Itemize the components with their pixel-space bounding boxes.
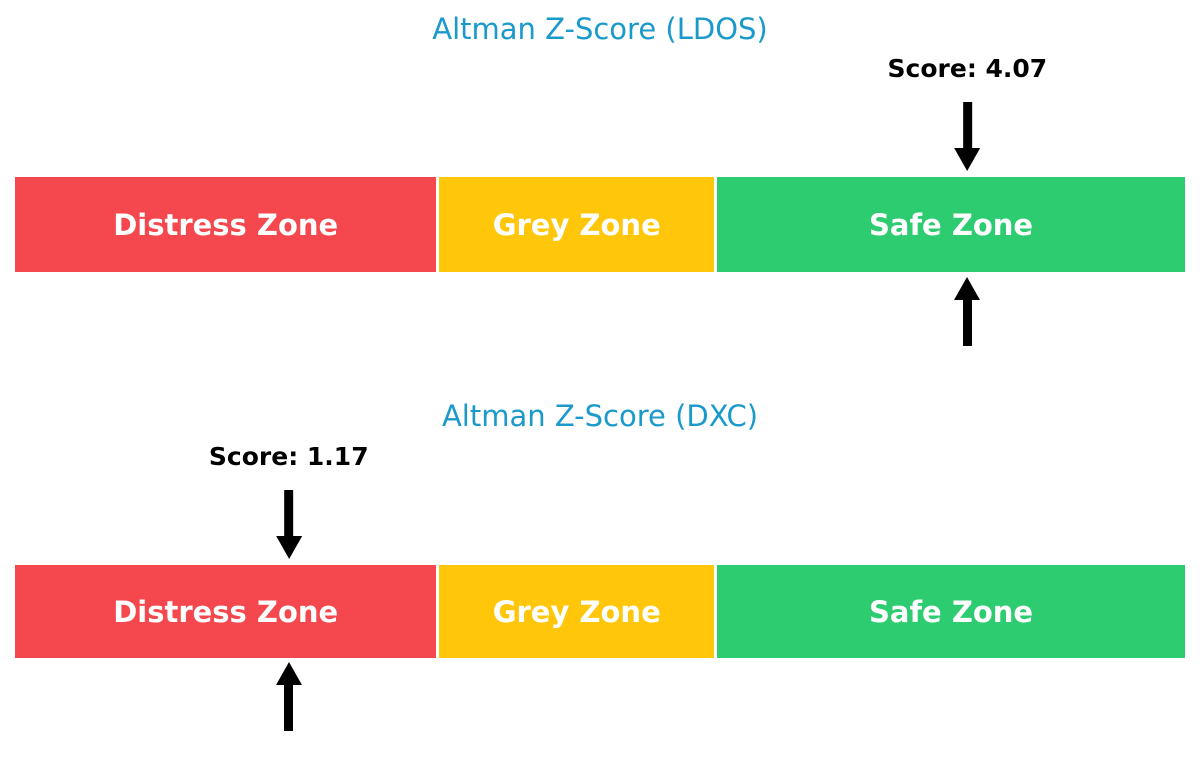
zone-distress: Distress Zone	[15, 565, 437, 658]
arrow-stem	[962, 300, 972, 346]
zone-grey: Grey Zone	[439, 177, 715, 272]
score-pointer	[275, 662, 302, 731]
zone-label: Grey Zone	[492, 594, 661, 629]
arrow-stem	[284, 490, 294, 536]
zone-label: Distress Zone	[113, 594, 339, 629]
zone-label: Safe Zone	[868, 207, 1034, 242]
score-pointer	[954, 277, 981, 346]
chart-title: Altman Z-Score (LDOS)	[432, 12, 768, 46]
score-label: Score: 4.07	[887, 54, 1048, 83]
score-annotation: Score: 4.07	[887, 52, 1048, 171]
arrow-head	[954, 277, 981, 300]
arrow-head	[954, 148, 981, 171]
zone-bar: Distress Zone Grey Zone Safe Zone	[15, 565, 1185, 658]
zone-safe: Safe Zone	[717, 565, 1185, 658]
zone-label: Safe Zone	[868, 594, 1034, 629]
arrow-head	[275, 536, 302, 559]
zone-safe: Safe Zone	[717, 177, 1185, 272]
chart-title: Altman Z-Score (DXC)	[441, 399, 759, 433]
arrow-stem	[962, 102, 972, 148]
arrow-up-icon	[954, 277, 981, 346]
zone-label: Grey Zone	[492, 207, 661, 242]
zone-distress: Distress Zone	[15, 177, 437, 272]
zone-grey: Grey Zone	[439, 565, 715, 658]
zone-bar: Distress Zone Grey Zone Safe Zone	[15, 177, 1185, 272]
score-label: Score: 1.17	[208, 442, 369, 471]
zone-label: Distress Zone	[113, 207, 339, 242]
arrow-down-icon	[954, 102, 981, 171]
arrow-head	[275, 662, 302, 685]
plot-area-dxc: Altman Z-Score (DXC) Score: 1.17 Distres…	[15, 0, 1185, 774]
score-annotation: Score: 1.17	[209, 440, 369, 559]
arrow-up-icon	[275, 662, 302, 731]
arrow-stem	[284, 685, 294, 731]
arrow-down-icon	[275, 490, 302, 559]
plot-area-ldos: Altman Z-Score (LDOS) Score: 4.07 Distre…	[15, 0, 1185, 774]
